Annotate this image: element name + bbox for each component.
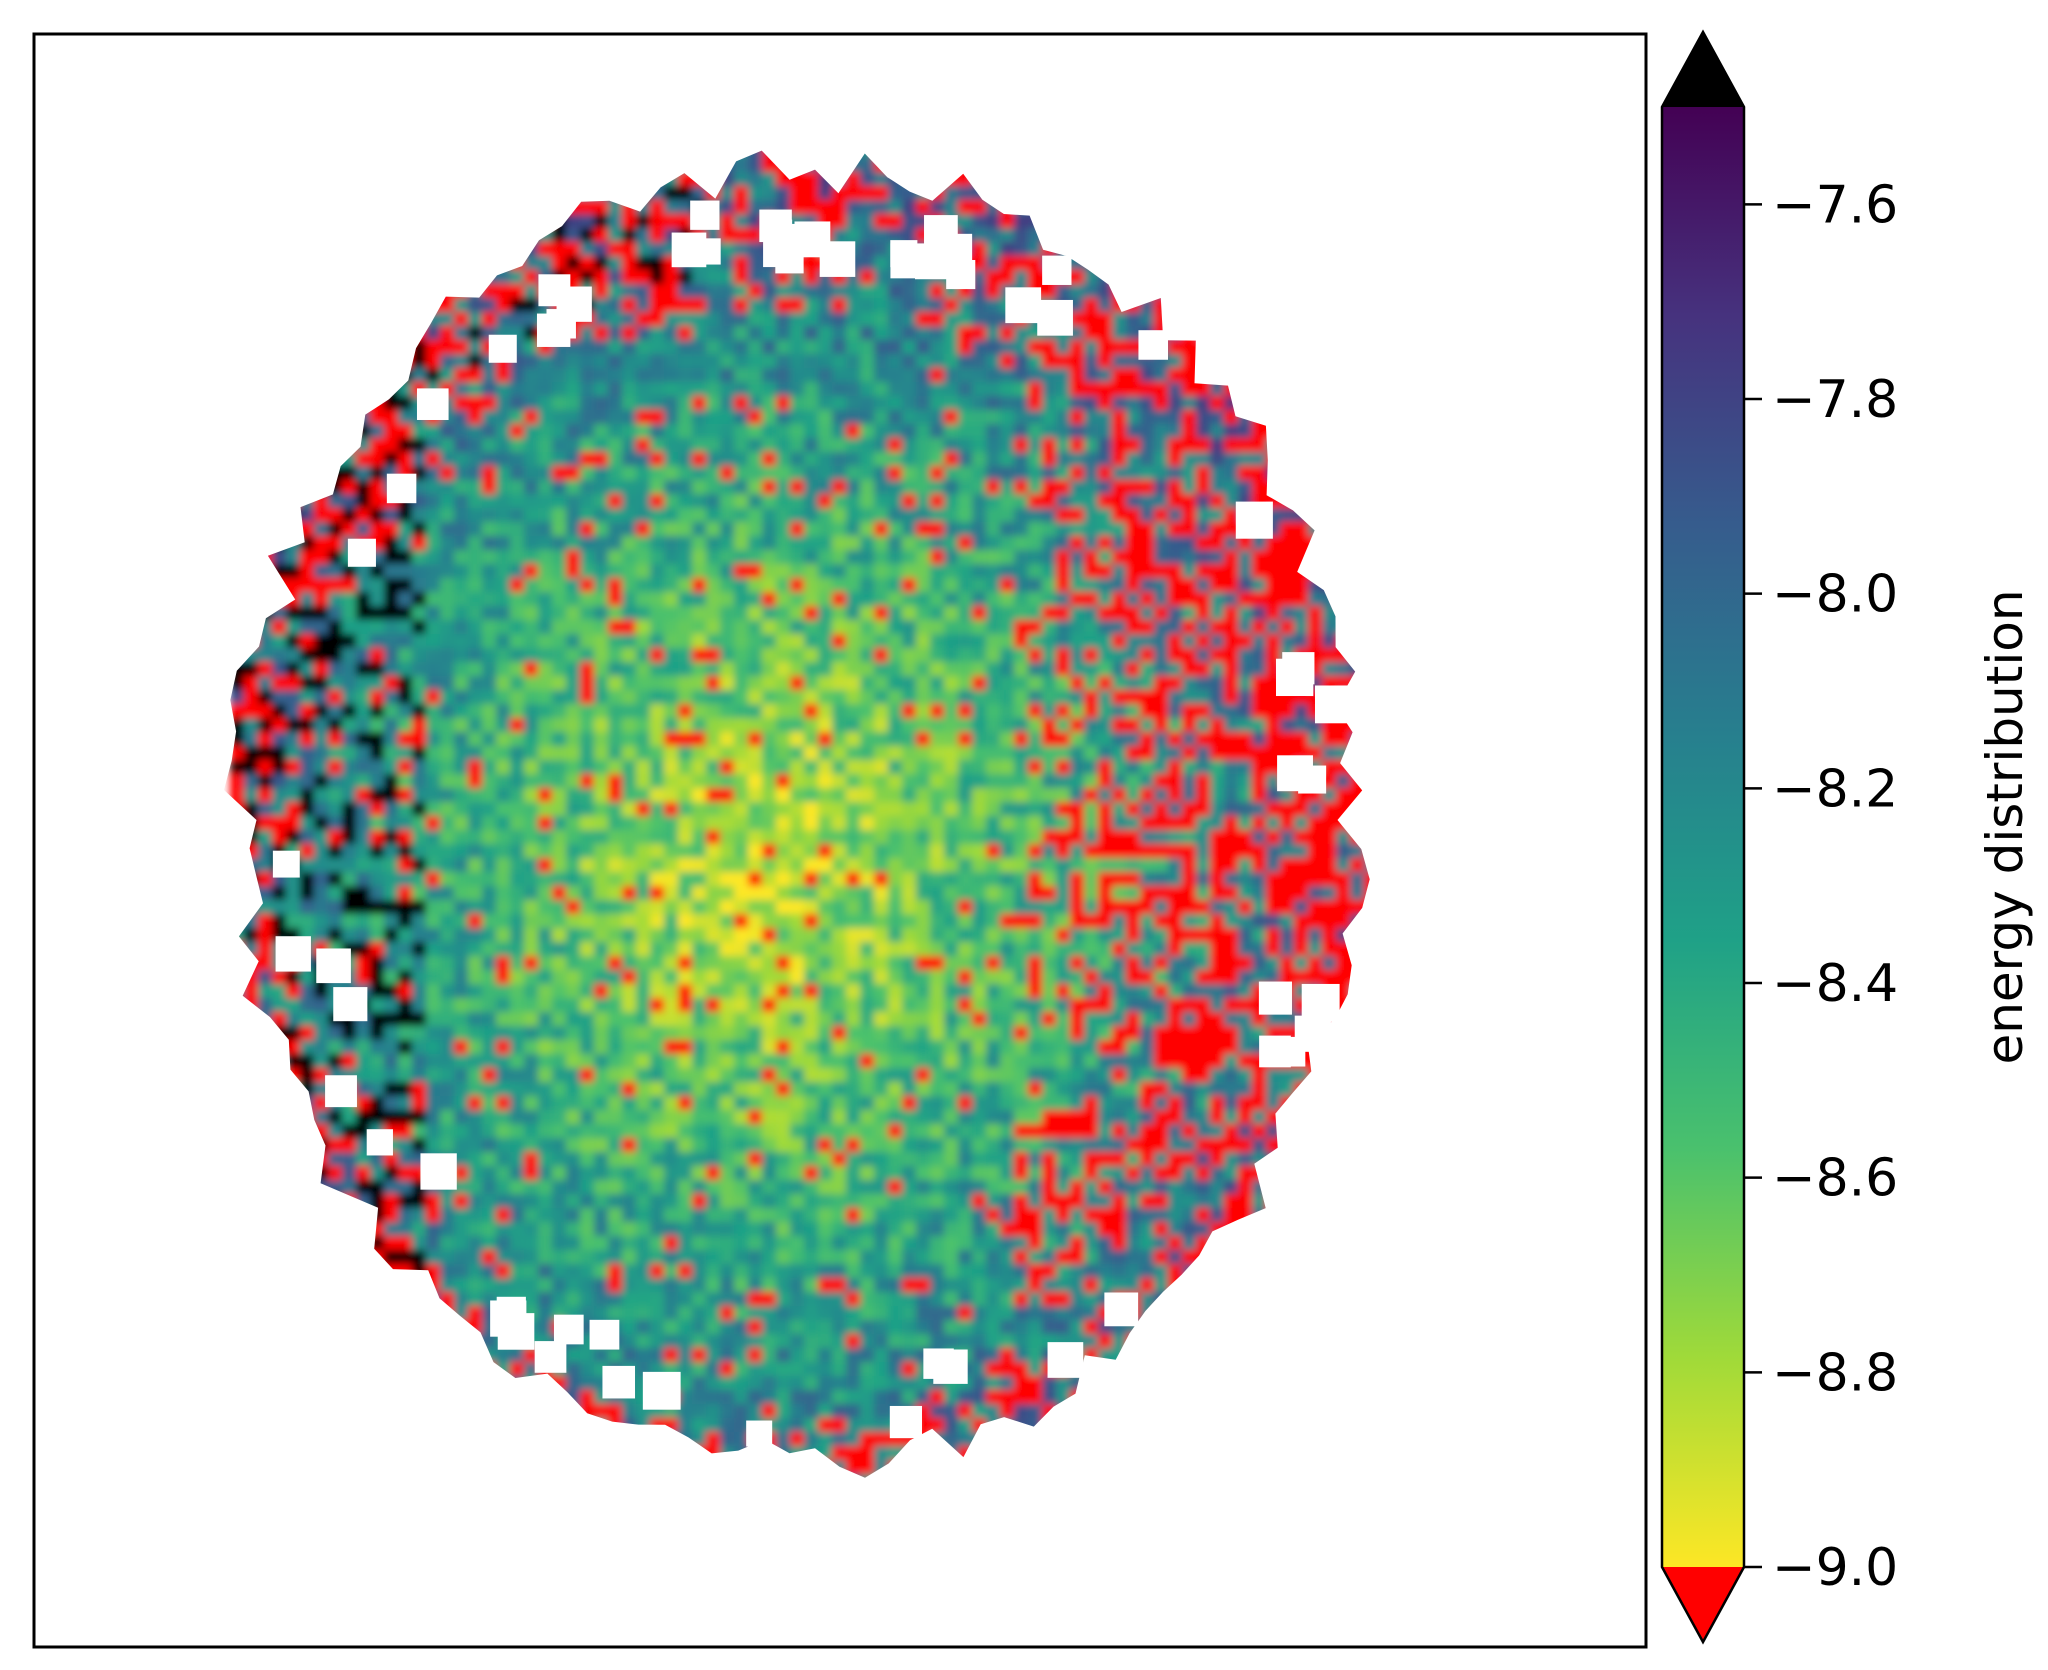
colorbar: −9.0 −8.8 −8.6 −8.4 −8.2 −8.0 −7.8 −7.6 energy … [1660, 29, 2034, 1645]
colorbar-under-extend [1662, 1567, 1744, 1642]
colorbar-tick-label: −8.6 [1772, 1149, 1898, 1209]
colorbar-tick-label: −8.2 [1772, 759, 1898, 819]
colorbar-tick-label: −8.8 [1772, 1343, 1898, 1403]
colorbar-tick-label: −7.8 [1772, 370, 1898, 430]
colorbar-tick-label: −8.0 [1772, 565, 1898, 625]
colorbar-gradient [1662, 107, 1744, 1567]
missing-cells [272, 200, 1353, 1447]
colorbar-label: energy distribution [1976, 589, 2034, 1064]
colorbar-tick-label: −7.6 [1772, 175, 1898, 235]
colorbar-outline [1660, 29, 1746, 1645]
colorbar-tick-label: −9.0 [1772, 1538, 1898, 1598]
colorbar-tick-label: −8.4 [1772, 954, 1898, 1014]
plot-frame [32, 32, 1648, 1649]
colorbar-over-extend [1662, 32, 1744, 107]
colorbar-ticks: −9.0 −8.8 −8.6 −8.4 −8.2 −8.0 −7.8 −7.6 [1744, 175, 1898, 1598]
